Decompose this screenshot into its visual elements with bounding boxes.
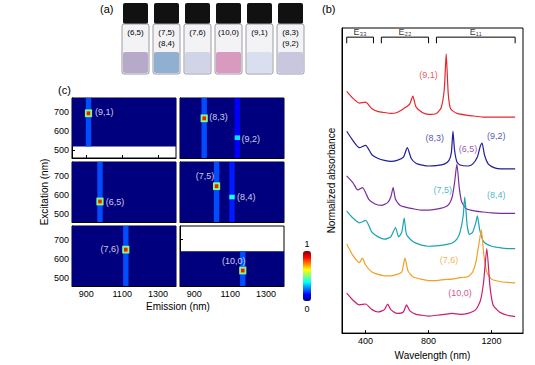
svg-text:500: 500 <box>54 273 69 283</box>
svg-text:(7,6): (7,6) <box>189 28 206 37</box>
svg-text:(a): (a) <box>100 3 113 15</box>
svg-text:(6,5): (6,5) <box>127 28 144 37</box>
svg-text:(9,2): (9,2) <box>487 131 506 141</box>
svg-text:(b): (b) <box>322 3 335 15</box>
svg-text:700: 700 <box>54 171 69 181</box>
svg-text:(9,1): (9,1) <box>251 28 268 37</box>
svg-text:E₂₂: E₂₂ <box>398 27 411 37</box>
svg-text:(9,1): (9,1) <box>95 107 114 117</box>
svg-text:(10,0): (10,0) <box>448 288 472 298</box>
svg-text:(8,4): (8,4) <box>487 190 506 200</box>
svg-text:(7,5): (7,5) <box>158 28 175 37</box>
svg-text:(6,5): (6,5) <box>106 197 125 207</box>
svg-text:(c): (c) <box>58 84 71 96</box>
svg-text:400: 400 <box>358 336 373 346</box>
svg-text:(8,3): (8,3) <box>426 133 445 143</box>
svg-text:500: 500 <box>54 209 69 219</box>
svg-text:(7,6): (7,6) <box>100 244 119 254</box>
svg-text:(7,5): (7,5) <box>196 171 215 181</box>
svg-text:Wavelength (nm): Wavelength (nm) <box>395 350 471 361</box>
svg-text:600: 600 <box>54 254 69 264</box>
svg-text:(8,4): (8,4) <box>237 192 256 202</box>
svg-text:0: 0 <box>304 304 309 314</box>
svg-text:(7,6): (7,6) <box>440 255 459 265</box>
svg-text:900: 900 <box>79 289 94 299</box>
svg-text:(6,5): (6,5) <box>459 144 478 154</box>
svg-text:Normalized absorbance: Normalized absorbance <box>326 127 337 233</box>
svg-text:(10,0): (10,0) <box>218 28 239 37</box>
svg-text:800: 800 <box>421 336 436 346</box>
svg-text:500: 500 <box>54 145 69 155</box>
svg-text:600: 600 <box>54 126 69 136</box>
svg-text:(7,5): (7,5) <box>433 185 452 195</box>
svg-text:1200: 1200 <box>482 336 502 346</box>
svg-text:900: 900 <box>187 289 202 299</box>
svg-text:700: 700 <box>54 235 69 245</box>
svg-text:(9,2): (9,2) <box>282 39 299 48</box>
svg-text:(8,4): (8,4) <box>158 39 175 48</box>
svg-text:(9,2): (9,2) <box>242 134 261 144</box>
svg-text:1300: 1300 <box>256 289 276 299</box>
svg-text:Excitation (nm): Excitation (nm) <box>39 159 50 226</box>
svg-text:1100: 1100 <box>221 289 240 299</box>
svg-text:E₁₁: E₁₁ <box>470 27 482 37</box>
svg-text:(8,3): (8,3) <box>282 28 299 37</box>
svg-text:1300: 1300 <box>148 289 168 299</box>
svg-text:E₃₃: E₃₃ <box>353 27 367 37</box>
svg-text:1: 1 <box>304 239 309 249</box>
svg-text:(9,1): (9,1) <box>419 70 438 80</box>
svg-text:(10,0): (10,0) <box>222 256 246 266</box>
svg-text:Emission (nm): Emission (nm) <box>146 301 210 312</box>
svg-text:(8,3): (8,3) <box>209 112 228 122</box>
svg-text:600: 600 <box>54 190 69 200</box>
svg-text:700: 700 <box>54 107 69 117</box>
svg-text:1100: 1100 <box>113 289 132 299</box>
